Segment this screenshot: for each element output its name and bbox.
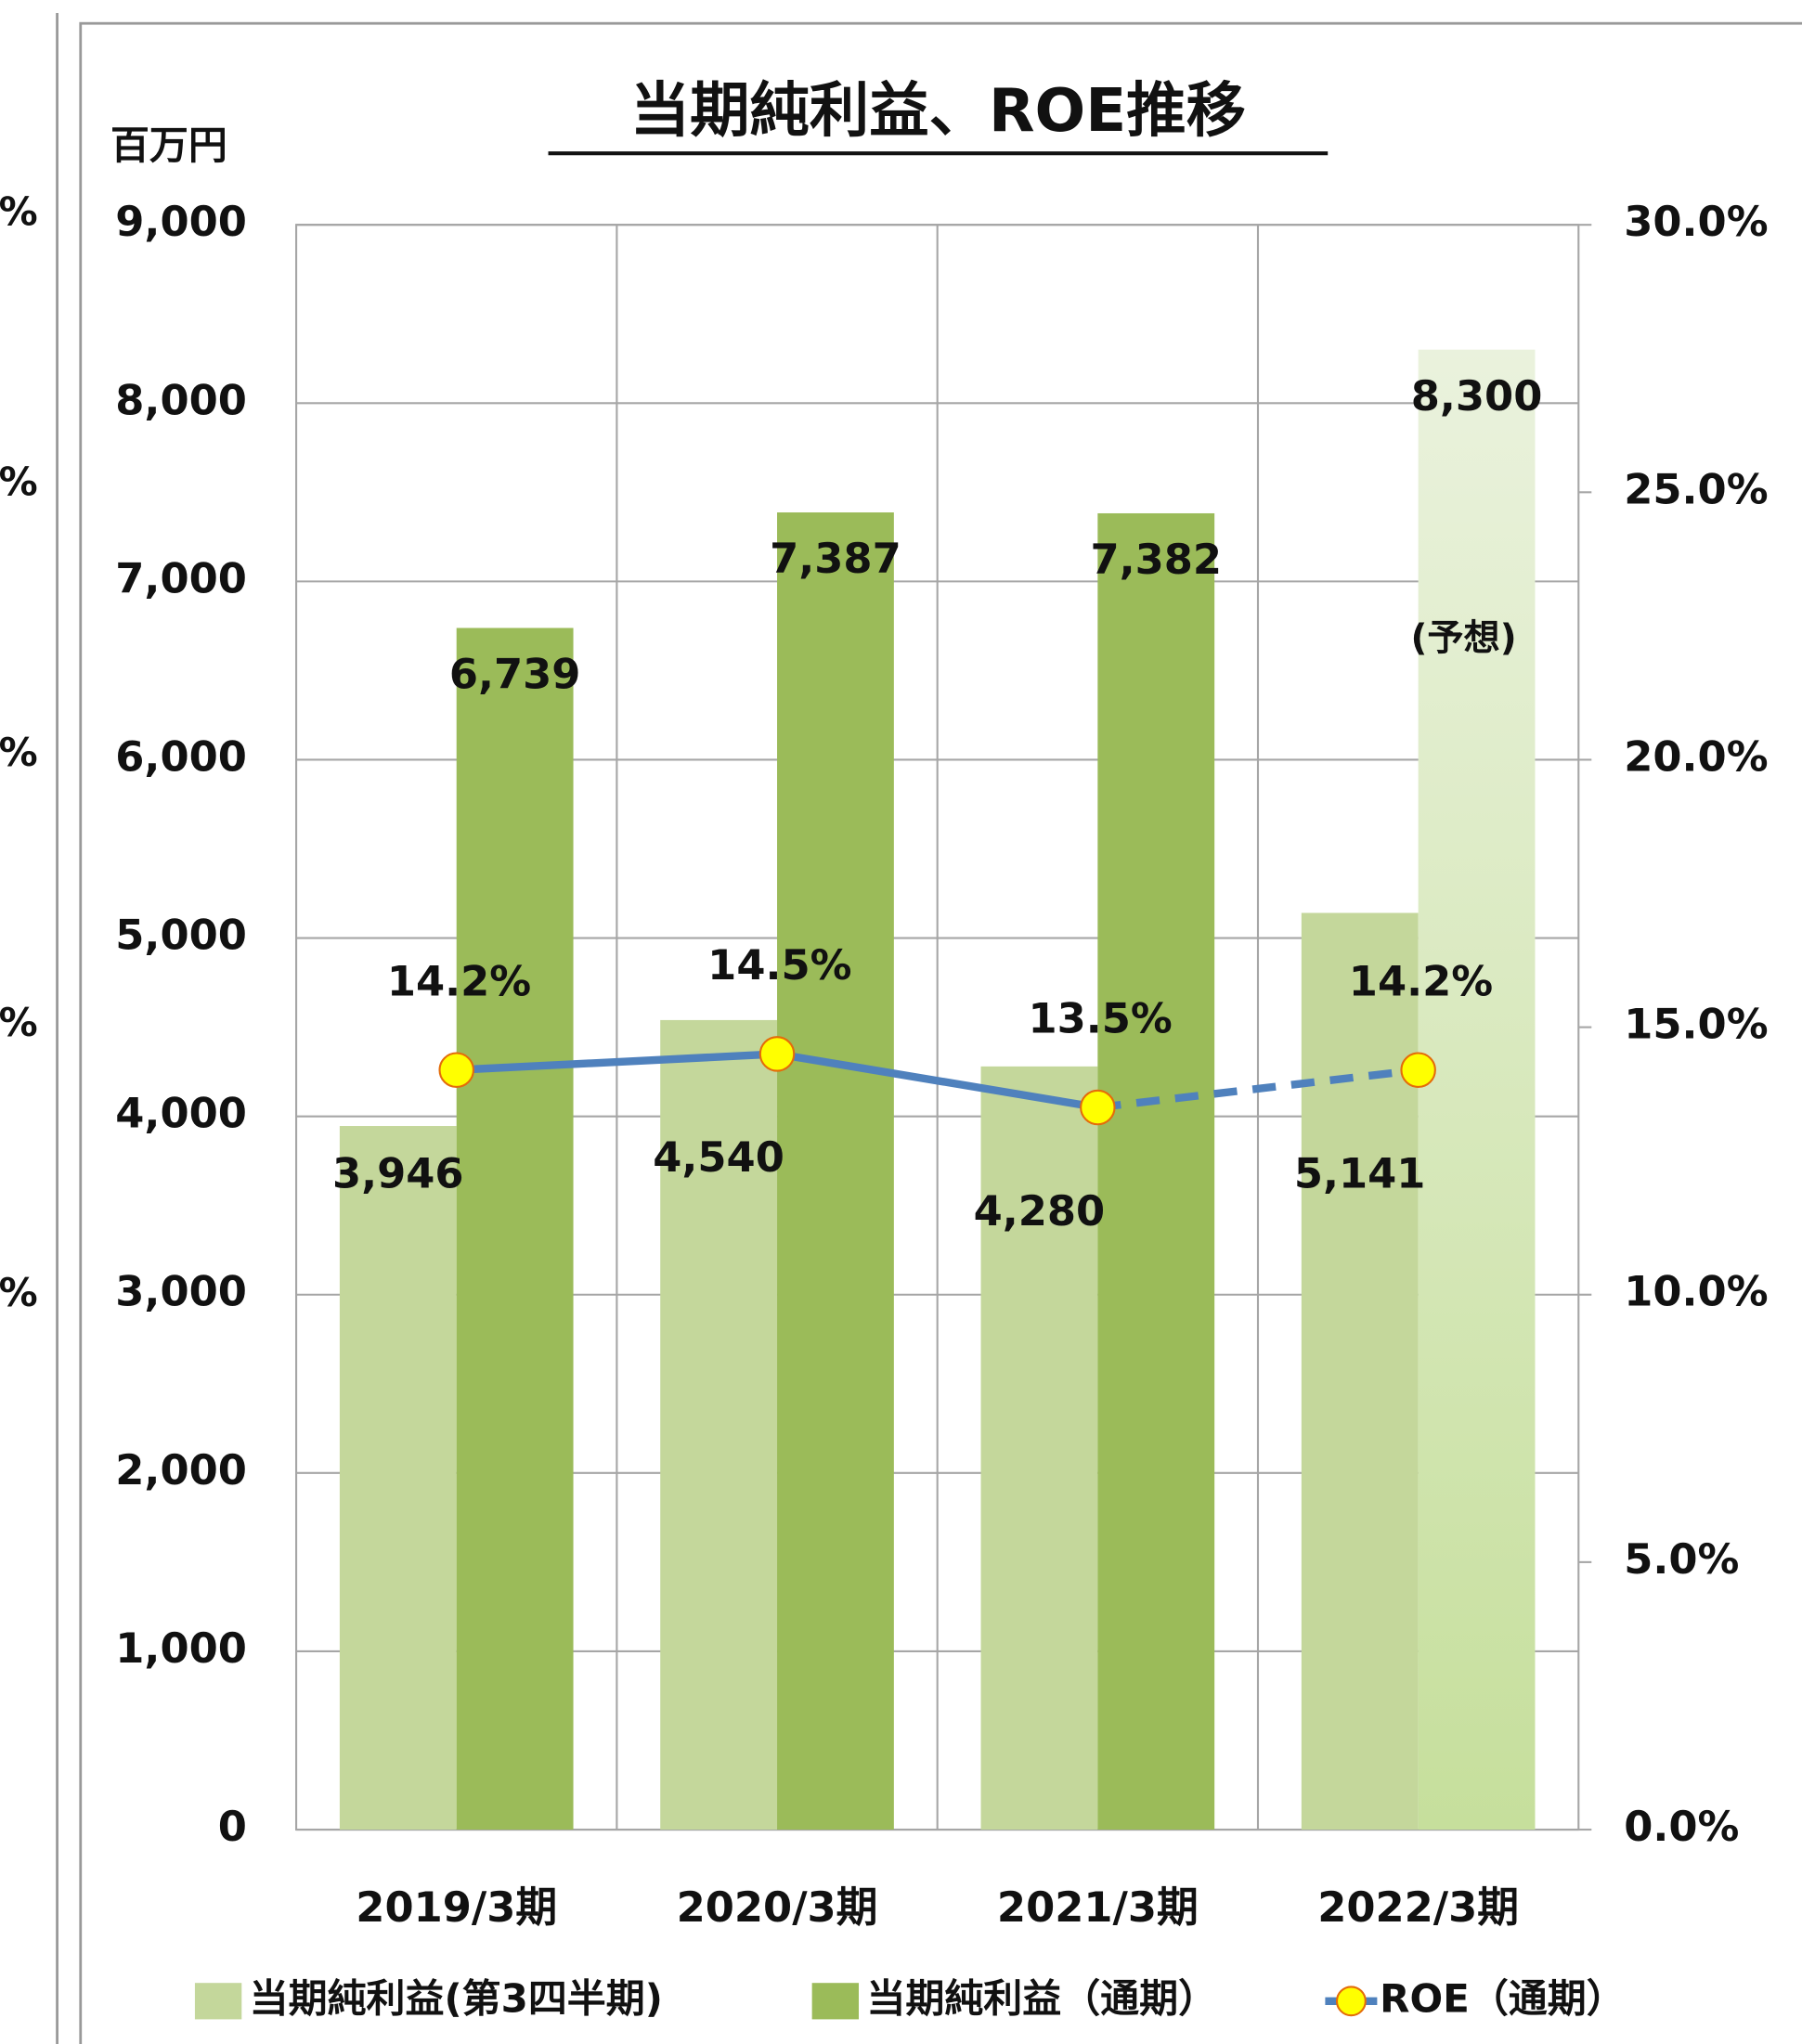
clipped-label: % — [0, 730, 38, 775]
roe-line-forecast — [1096, 1066, 1420, 1112]
bar-value-label: 7,382 — [1090, 535, 1222, 584]
bar-value-label: 8,300 — [1411, 371, 1543, 420]
bar-value-label: 3,946 — [332, 1148, 464, 1197]
legend-label: 当期純利益(第3四半期) — [250, 1975, 663, 2021]
y-tick-label: 4,000 — [115, 1089, 247, 1138]
chart-frame — [79, 21, 1802, 2044]
legend-swatch — [811, 1983, 860, 2020]
y-tick-label: 1,000 — [115, 1624, 247, 1673]
roe-marker — [1080, 1089, 1116, 1126]
y2-tick-label: 15.0% — [1624, 1000, 1768, 1049]
y-axis-label: 百万円 — [110, 123, 227, 168]
chart-title: 当期純利益、ROE推移 — [630, 76, 1246, 146]
roe-value-label: 14.2% — [387, 956, 531, 1005]
y-tick-label: 2,000 — [115, 1445, 247, 1494]
clipped-label: % — [0, 188, 38, 234]
bar — [1097, 512, 1215, 1831]
y-tick-label: 8,000 — [115, 375, 247, 424]
y2-tick-label: 0.0% — [1624, 1802, 1739, 1851]
y2-tick-label: 25.0% — [1624, 464, 1768, 513]
y2-tick-label: 5.0% — [1624, 1534, 1739, 1584]
legend-marker — [1335, 1986, 1367, 2017]
legend-label: 当期純利益（通期） — [866, 1975, 1217, 2021]
roe-marker — [758, 1036, 796, 1072]
x-tick-label: 2021/3期 — [997, 1882, 1199, 1932]
roe-marker — [1400, 1052, 1436, 1088]
bar — [456, 627, 574, 1831]
bar — [777, 512, 894, 1831]
y2-tick-label: 20.0% — [1624, 731, 1768, 781]
annotation: (予想) — [1410, 618, 1516, 660]
bar — [660, 1019, 778, 1831]
roe-value-label: 14.2% — [1349, 956, 1493, 1005]
y2-tick-label: 30.0% — [1624, 197, 1768, 246]
roe-value-label: 13.5% — [1028, 994, 1172, 1043]
bar — [1418, 349, 1536, 1831]
roe-marker — [438, 1052, 474, 1088]
bar — [980, 1066, 1098, 1831]
x-tick-label: 2020/3期 — [677, 1882, 878, 1932]
bar-value-label: 5,141 — [1294, 1148, 1426, 1197]
x-tick-label: 2019/3期 — [356, 1882, 557, 1932]
clipped-label: % — [0, 1270, 38, 1315]
y-tick-label: 0 — [218, 1802, 247, 1851]
legend-swatch — [194, 1983, 242, 2020]
bar — [339, 1126, 457, 1831]
clipped-label: % — [0, 459, 38, 505]
bar — [1301, 912, 1419, 1831]
x-tick-label: 2022/3期 — [1317, 1882, 1519, 1932]
roe-value-label: 14.5% — [707, 940, 851, 990]
legend-label: ROE（通期） — [1380, 1975, 1626, 2021]
bar-value-label: 4,540 — [653, 1132, 784, 1182]
bar-value-label: 4,280 — [974, 1186, 1106, 1235]
bar-value-label: 6,739 — [449, 650, 581, 699]
y2-tick-label: 10.0% — [1624, 1267, 1768, 1316]
clipped-label: % — [0, 1000, 38, 1045]
y-tick-label: 3,000 — [115, 1267, 247, 1316]
bar-value-label: 7,387 — [770, 534, 901, 583]
y-tick-label: 5,000 — [115, 911, 247, 960]
y-tick-label: 6,000 — [115, 731, 247, 781]
y-tick-label: 7,000 — [115, 553, 247, 602]
y-tick-label: 9,000 — [115, 197, 247, 246]
